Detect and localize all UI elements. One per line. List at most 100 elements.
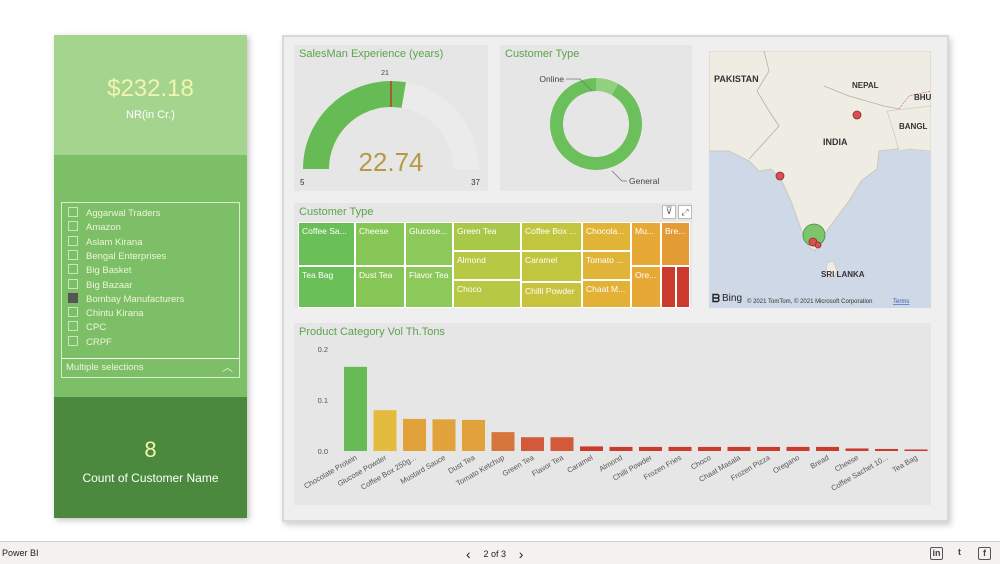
slicer-item[interactable]: CRPF [68,335,112,350]
checkbox-icon[interactable] [68,249,78,260]
customer-slicer-panel [54,155,247,397]
bar[interactable] [344,366,368,451]
bar[interactable] [786,446,810,451]
next-page-icon[interactable]: › [518,546,524,562]
checkbox-icon[interactable] [68,307,78,318]
bar[interactable] [491,432,515,451]
facebook-icon[interactable]: f [978,547,991,560]
bar[interactable] [462,419,486,451]
bar[interactable] [432,419,456,451]
treemap-tile[interactable]: Tea Bag [298,266,355,308]
bar[interactable] [816,446,840,451]
treemap-tile[interactable]: Green Tea [453,222,521,251]
filter-icon[interactable]: ⊽ [662,205,676,219]
map-label-india: INDIA [823,137,848,147]
treemap-tile[interactable]: Coffee Box ... [521,222,582,251]
treemap-visual[interactable]: Customer Type ⊽ ⤢ Coffee Sa... Tea Bag Che… [294,203,692,308]
checkbox-icon[interactable] [68,221,78,232]
treemap-tile[interactable]: Glucose... [405,222,453,266]
treemap-tile[interactable]: Cheese [355,222,405,266]
slicer-item[interactable]: Big Basket [68,264,131,278]
checkbox-icon[interactable] [68,292,78,303]
treemap-tile[interactable]: Chilli Powder [521,282,582,308]
treemap-tile[interactable]: Ore... [631,266,661,308]
slicer-item-label: Amazon [86,222,121,234]
map-terms-link[interactable]: Terms [893,299,909,305]
left-panel: $232.18 NR(in Cr.) Aggarwal Traders Amazo… [54,35,247,518]
x-tick-label: Caramel [565,453,594,475]
checkbox-icon[interactable] [68,264,78,275]
online-leader-line [566,78,593,92]
chevron-up-icon[interactable]: ︿ [222,362,233,374]
bar-chart-visual[interactable]: Product Category Vol Th.Tons 0.0 0.1 0.2 Ch… [294,323,931,505]
treemap-tile[interactable]: Mu... [631,222,661,266]
bar[interactable] [668,446,692,451]
bar[interactable] [875,448,899,451]
bar[interactable] [757,446,781,451]
donut-slice-online [596,78,619,96]
slicer-item-label: Aggarwal Traders [86,208,161,219]
treemap-tile[interactable]: Chaat M... [582,280,631,308]
bar[interactable] [521,437,545,451]
general-leader-line [611,170,627,182]
sri-lanka-shape [825,260,838,280]
x-tick-label: Bread [809,453,831,471]
customer-slicer-list[interactable]: Aggarwal Traders Amazon Aslam Kirana Bengal… [61,202,240,359]
treemap-tile[interactable] [676,266,690,308]
slicer-item[interactable]: Bombay Manufacturers [68,292,184,307]
map-visual[interactable]: PAKISTAN NEPAL BHU BANGL INDIA SRI LANKA… [709,51,931,308]
treemap-tile[interactable]: Choco [453,280,521,308]
donut-label-online: Online [539,74,564,84]
slicer-item[interactable]: Big Bazaar [68,278,132,293]
gauge-target-label: 21 [381,70,389,77]
bar[interactable] [904,449,928,451]
gauge-value: 22.74 [358,147,423,177]
report-canvas: SalesMan Experience (years) 21 22.74 5 3… [282,35,949,522]
linkedin-icon[interactable]: in [930,547,943,560]
bar[interactable] [580,446,604,451]
power-bi-label[interactable]: Power BI [2,548,39,558]
bar[interactable] [639,446,663,451]
bottom-bar: Power BI ‹ 2 of 3 › in t f [0,541,1000,564]
treemap-tile[interactable] [661,266,676,308]
bar[interactable] [845,448,869,451]
treemap-tile[interactable]: Bre... [661,222,690,266]
y-tick-label: 0.1 [318,396,328,405]
checkbox-icon[interactable] [68,335,78,346]
map-copyright: © 2021 TomTom, © 2021 Microsoft Corporat… [747,298,872,305]
slicer-item[interactable]: Bengal Enterprises [68,249,166,264]
gauge-visual[interactable]: SalesMan Experience (years) 21 22.74 5 3… [294,45,488,191]
treemap-tile[interactable]: Chocola... [582,222,631,251]
treemap-tile[interactable]: Dust Tea [355,266,405,308]
focus-mode-icon[interactable]: ⤢ [678,205,692,219]
bar[interactable] [727,446,751,451]
checkbox-icon[interactable] [68,278,78,289]
treemap-tile[interactable]: Flavor Tea [405,266,453,308]
bar[interactable] [609,446,633,451]
slicer-item[interactable]: CPC [68,321,106,335]
bar[interactable] [403,418,427,451]
slicer-item[interactable]: Aslam Kirana [68,235,143,250]
treemap-tile[interactable]: Coffee Sa... [298,222,355,266]
y-tick-label: 0.0 [318,447,328,456]
slicer-item[interactable]: Aggarwal Traders [68,207,160,221]
slicer-item[interactable]: Amazon [68,221,121,235]
twitter-icon[interactable]: t [958,547,961,557]
slicer-item[interactable]: Chintu Kirana [68,307,144,321]
treemap-tile[interactable]: Caramel [521,251,582,282]
bar[interactable] [698,446,722,451]
treemap-title: Customer Type [299,206,374,218]
treemap-tile[interactable]: Almond [453,251,521,280]
slicer-item-label: Big Basket [86,265,132,277]
bar[interactable] [550,437,574,451]
checkbox-icon[interactable] [68,321,78,332]
checkbox-icon[interactable] [68,235,78,246]
bar[interactable] [373,410,397,451]
slicer-dropdown[interactable]: Multiple selections ︿ [61,358,240,378]
map-canvas[interactable]: PAKISTAN NEPAL BHU BANGL INDIA SRI LANKA… [709,51,931,308]
checkbox-icon[interactable] [68,207,78,217]
treemap-tile[interactable]: Tomato ... [582,251,631,280]
donut-visual[interactable]: Customer Type Online General [500,45,692,191]
prev-page-icon[interactable]: ‹ [466,546,471,562]
map-label-bangladesh: BANGL [899,122,928,131]
